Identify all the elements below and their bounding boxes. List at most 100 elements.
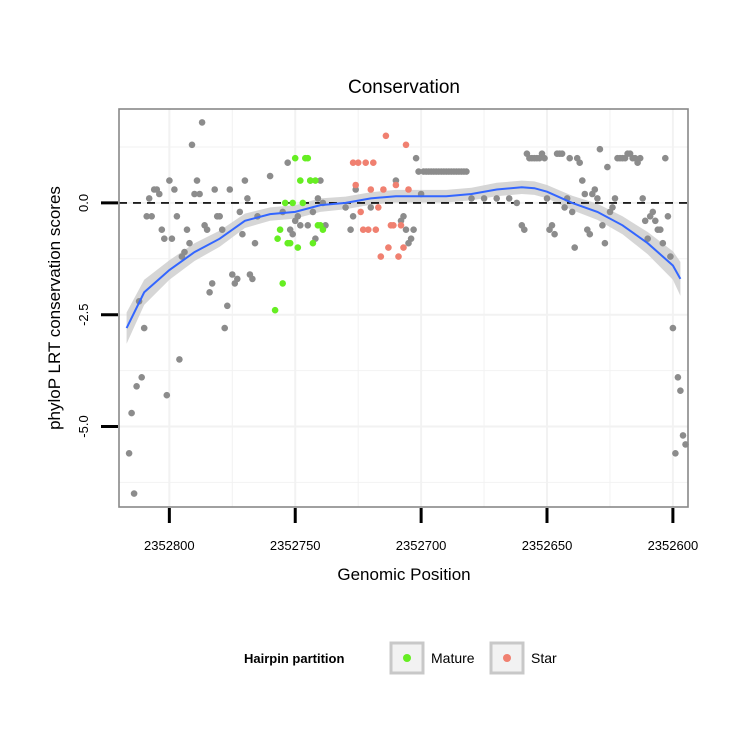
point-mature-4 <box>281 199 289 207</box>
point-other-79 <box>410 226 417 233</box>
y-tick-label-2: -5.0 <box>76 415 91 437</box>
point-other-20 <box>176 356 183 363</box>
point-star-21 <box>402 141 410 149</box>
point-other-58 <box>294 213 302 220</box>
point-mature-11 <box>299 199 307 207</box>
point-other-159 <box>652 217 659 225</box>
point-mature-14 <box>307 177 314 184</box>
point-other-130 <box>579 177 586 184</box>
point-mature-7 <box>289 199 297 207</box>
point-star-0 <box>349 159 357 166</box>
point-other-167 <box>672 450 679 457</box>
point-other-126 <box>568 208 576 216</box>
smooth-line-group <box>125 186 682 329</box>
confidence-band-area <box>126 180 681 344</box>
plot-background <box>119 109 688 507</box>
point-mature-10 <box>297 177 304 184</box>
point-other-168 <box>674 374 682 381</box>
point-mature-6 <box>286 239 294 247</box>
y-axis-label: phyloP LRT conservation scores <box>45 186 64 430</box>
point-other-153 <box>636 154 644 162</box>
point-other-62 <box>309 208 317 216</box>
point-other-43 <box>234 275 241 283</box>
point-other-138 <box>599 222 606 229</box>
point-star-2 <box>354 159 362 166</box>
point-mature-9 <box>294 244 302 251</box>
point-other-170 <box>679 432 687 439</box>
point-other-169 <box>677 387 684 395</box>
point-other-65 <box>317 177 324 184</box>
point-other-165 <box>667 253 674 260</box>
point-other-29 <box>198 119 206 126</box>
point-mature-13 <box>304 154 312 162</box>
point-other-14 <box>161 235 168 242</box>
point-other-69 <box>347 226 354 233</box>
point-other-3 <box>133 383 140 390</box>
point-other-39 <box>224 302 231 310</box>
point-other-7 <box>143 213 150 220</box>
point-other-129 <box>576 159 583 166</box>
point-other-22 <box>181 248 188 256</box>
point-star-4 <box>359 226 367 233</box>
point-other-12 <box>156 190 163 198</box>
point-other-163 <box>662 154 669 162</box>
point-other-161 <box>657 226 664 233</box>
point-star-19 <box>397 222 405 229</box>
legend-key-star <box>489 641 525 675</box>
point-other-122 <box>558 150 566 157</box>
point-other-1 <box>128 409 135 417</box>
point-other-139 <box>601 239 609 247</box>
y-axis: 0.0 -2.5 -5.0 <box>76 194 118 438</box>
point-mature-16 <box>312 177 319 184</box>
point-other-118 <box>548 222 556 229</box>
point-other-131 <box>581 190 589 198</box>
point-other-0 <box>125 450 133 457</box>
point-other-6 <box>140 324 148 332</box>
point-mature-0 <box>271 306 279 314</box>
point-star-7 <box>367 186 375 193</box>
point-other-2 <box>130 490 138 497</box>
legend-label-star: Star <box>531 650 557 666</box>
point-other-72 <box>367 204 375 211</box>
point-other-140 <box>604 163 611 171</box>
point-other-16 <box>166 177 173 184</box>
point-other-133 <box>586 230 594 238</box>
point-other-137 <box>596 145 604 153</box>
legend-title: Hairpin partition <box>244 651 344 666</box>
point-star-5 <box>362 159 370 166</box>
point-other-155 <box>641 217 649 225</box>
point-other-24 <box>186 239 193 247</box>
point-other-162 <box>659 239 667 247</box>
point-other-154 <box>639 195 646 202</box>
point-other-38 <box>221 324 228 332</box>
point-other-102 <box>480 195 488 202</box>
point-other-101 <box>468 195 475 202</box>
point-mature-8 <box>291 154 299 162</box>
point-other-49 <box>249 275 256 283</box>
point-other-76 <box>402 226 410 233</box>
point-other-164 <box>664 213 672 220</box>
legend-swatch-mature <box>403 654 411 662</box>
point-other-9 <box>148 213 155 220</box>
point-other-25 <box>188 141 196 149</box>
point-other-70 <box>349 213 357 220</box>
point-star-12 <box>380 186 387 193</box>
point-other-41 <box>229 271 236 278</box>
point-other-54 <box>284 159 292 166</box>
point-other-166 <box>669 324 677 332</box>
data-points <box>125 119 689 497</box>
point-other-103 <box>493 195 501 202</box>
point-other-78 <box>407 235 415 242</box>
point-other-115 <box>541 154 548 162</box>
point-other-143 <box>611 195 619 202</box>
point-other-52 <box>266 172 274 180</box>
point-star-13 <box>382 132 390 140</box>
point-other-23 <box>183 226 191 233</box>
point-other-68 <box>342 204 349 211</box>
point-other-107 <box>521 226 528 233</box>
point-other-123 <box>561 204 568 211</box>
confidence-band <box>126 180 681 344</box>
point-other-104 <box>505 195 513 202</box>
legend: Hairpin partition Mature Star <box>244 641 557 675</box>
point-other-28 <box>196 190 203 198</box>
